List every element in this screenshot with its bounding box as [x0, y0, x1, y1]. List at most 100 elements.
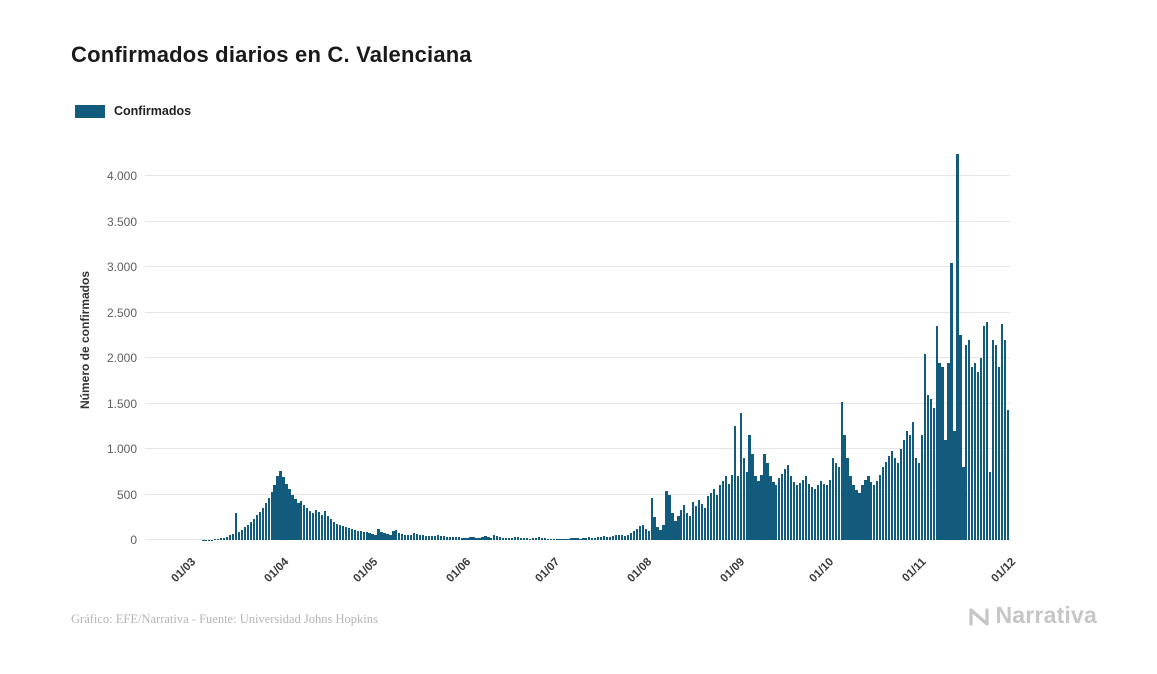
- bar: [935, 326, 938, 540]
- bar: [608, 537, 612, 540]
- bar: [534, 537, 537, 540]
- bar: [873, 485, 876, 540]
- bar: [822, 483, 825, 540]
- bar: [793, 481, 796, 540]
- bar: [318, 511, 321, 540]
- bar: [769, 476, 772, 540]
- bar: [659, 530, 662, 540]
- bar: [944, 440, 947, 540]
- bar: [983, 326, 986, 540]
- bar: [374, 534, 377, 540]
- bar: [350, 529, 353, 540]
- bar: [457, 537, 460, 540]
- bar: [790, 476, 793, 540]
- bar: [401, 534, 404, 540]
- bar: [496, 535, 499, 540]
- bar: [876, 480, 879, 540]
- y-axis-labels: 0 500 1.000 1.500 2.000 2.500 3.000 3.500 4.000: [0, 140, 137, 547]
- narrativa-wordmark: Narrativa: [995, 602, 1097, 628]
- narrativa-logo-icon: [969, 607, 990, 626]
- bar: [306, 508, 309, 540]
- bar: [546, 538, 549, 540]
- bar: [843, 435, 846, 540]
- bar: [656, 527, 659, 540]
- bar: [487, 537, 490, 540]
- bar: [356, 530, 359, 540]
- bar: [709, 492, 713, 540]
- source-credit: Gráfico: EFE/Narrativa - Fuente: Univers…: [71, 612, 378, 626]
- bar: [430, 536, 434, 540]
- y-tick-label: 1.000: [106, 442, 137, 457]
- bar: [890, 450, 894, 540]
- bar: [261, 507, 264, 540]
- bar: [828, 480, 831, 540]
- bar: [617, 534, 621, 540]
- bar: [294, 499, 297, 540]
- bar: [267, 498, 270, 540]
- chart-title: Confirmados diarios en C. Valenciana: [71, 42, 472, 67]
- bar: [576, 538, 579, 540]
- bar: [629, 532, 632, 540]
- bar: [481, 537, 484, 540]
- bar: [840, 401, 843, 540]
- bar: [635, 529, 638, 540]
- bar: [888, 456, 891, 540]
- bar: [908, 435, 912, 540]
- bar: [677, 516, 680, 540]
- bar: [965, 344, 968, 540]
- bar: [463, 538, 466, 540]
- bar: [326, 516, 330, 540]
- bar: [240, 529, 244, 540]
- bar: [460, 537, 463, 540]
- bar: [279, 470, 282, 540]
- bar: [234, 513, 238, 540]
- bar: [825, 485, 828, 540]
- bar: [706, 496, 710, 540]
- legend[interactable]: Confirmados: [75, 104, 191, 118]
- bar: [926, 394, 929, 540]
- bar: [368, 532, 371, 540]
- x-tick-label: 01/10: [807, 556, 837, 585]
- bar: [718, 485, 722, 540]
- bar: [231, 533, 235, 540]
- bar: [766, 462, 769, 540]
- bar: [745, 471, 748, 540]
- bar: [733, 426, 736, 540]
- bar: [798, 482, 802, 540]
- bar: [573, 538, 576, 540]
- bar: [686, 512, 689, 540]
- bar: [410, 534, 413, 540]
- bar: [528, 538, 532, 540]
- bar: [638, 526, 641, 540]
- bar: [332, 521, 336, 540]
- plot-area: [145, 140, 1010, 540]
- bar: [742, 458, 745, 540]
- bar: [392, 531, 395, 540]
- bar: [956, 153, 959, 540]
- bar: [386, 534, 389, 540]
- bar: [846, 458, 849, 540]
- bar: [291, 494, 294, 540]
- bar: [787, 465, 790, 540]
- bar: [398, 532, 401, 540]
- bar: [985, 321, 989, 540]
- bar: [959, 335, 962, 540]
- bar: [600, 536, 603, 540]
- bar: [525, 538, 529, 540]
- bar: [671, 512, 674, 540]
- bar: [674, 520, 677, 540]
- bar: [285, 483, 288, 540]
- bar: [371, 533, 374, 540]
- bar: [365, 532, 368, 540]
- bar: [469, 537, 472, 540]
- bar: [721, 480, 725, 540]
- bar: [923, 353, 926, 540]
- bar: [781, 473, 784, 540]
- x-tick-label: 01/05: [351, 556, 381, 585]
- bar: [359, 531, 362, 540]
- bar: [870, 481, 873, 540]
- bar: [810, 487, 814, 540]
- bar: [920, 435, 923, 540]
- x-tick-label: 01/06: [443, 556, 473, 585]
- bar: [478, 538, 481, 540]
